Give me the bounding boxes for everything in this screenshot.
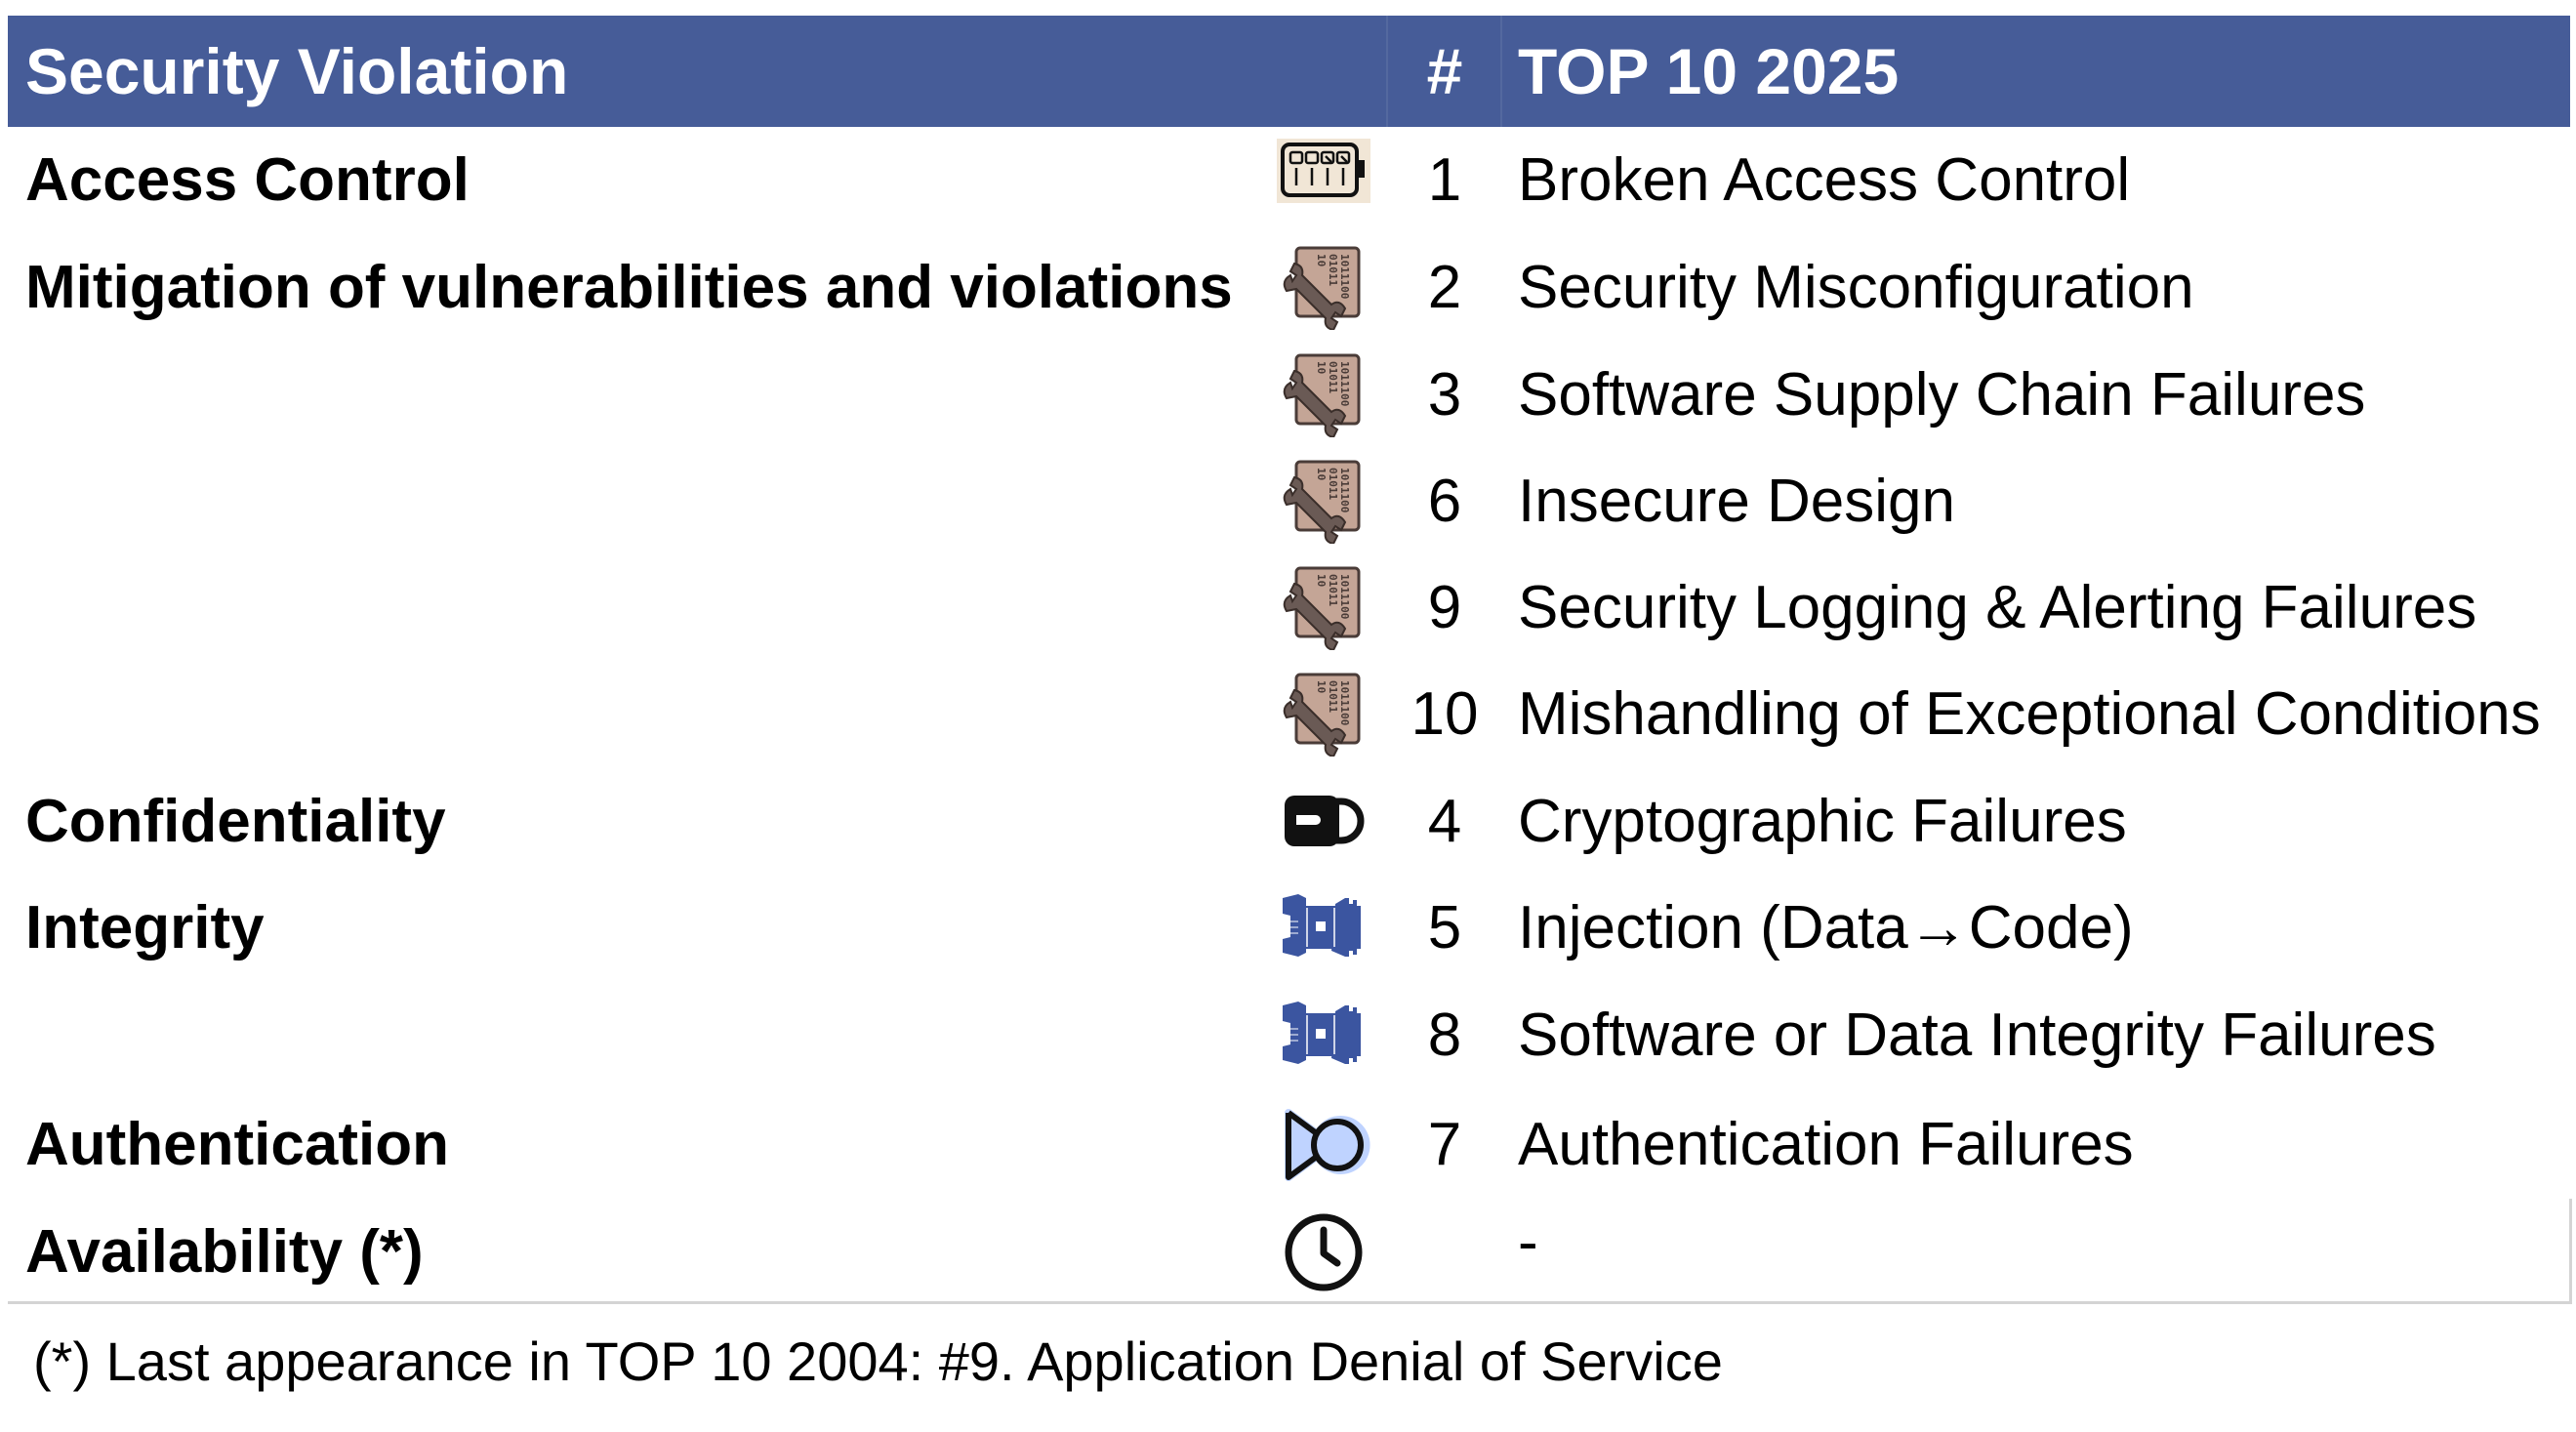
risk-title: Injection (Data→Code) bbox=[1518, 894, 2134, 961]
table-row: 6 Insecure Design bbox=[0, 448, 2576, 555]
clock-icon bbox=[1277, 1210, 1370, 1294]
risk-title: Insecure Design bbox=[1518, 468, 1956, 535]
table-row: 9 Security Logging & Alerting Failures bbox=[0, 554, 2576, 662]
binary-wrench-config-icon bbox=[1277, 246, 1370, 330]
category-label: Access Control bbox=[25, 146, 470, 214]
rank-number: 10 bbox=[1411, 680, 1479, 748]
table-row: Mitigation of vulnerabilities and violat… bbox=[0, 234, 2576, 342]
binary-wrench-config-icon bbox=[1277, 460, 1370, 544]
rank-number: 6 bbox=[1427, 468, 1462, 535]
header-number: # bbox=[1426, 35, 1463, 107]
rank-number: 8 bbox=[1427, 1002, 1462, 1069]
table-row: 8 Software or Data Integrity Failures bbox=[0, 982, 2576, 1089]
binary-wrench-config-icon bbox=[1277, 353, 1370, 437]
header-security-violation: Security Violation bbox=[25, 35, 569, 107]
table-row: Integrity 5 Injection (Data→Code) bbox=[0, 875, 2576, 982]
table-row: Access Control 1 Broken Access Control bbox=[0, 127, 2576, 234]
category-label: Confidentiality bbox=[25, 788, 446, 855]
rank-number: 9 bbox=[1427, 574, 1462, 641]
category-label: Mitigation of vulnerabilities and violat… bbox=[25, 254, 1233, 321]
category-label: Integrity bbox=[25, 894, 265, 961]
risk-title: Software or Data Integrity Failures bbox=[1518, 1002, 2436, 1069]
header-divider bbox=[1500, 16, 1502, 127]
risk-title: - bbox=[1518, 1208, 1538, 1276]
identity-badge-icon bbox=[1277, 1103, 1370, 1187]
padlock-icon bbox=[1277, 780, 1370, 864]
rank-number bbox=[1396, 1199, 1493, 1306]
category-label: Availability (*) bbox=[25, 1218, 424, 1286]
table-border-right bbox=[2569, 1199, 2572, 1304]
risk-title: Security Logging & Alerting Failures bbox=[1518, 574, 2477, 641]
risk-title: Security Misconfiguration bbox=[1518, 254, 2194, 321]
rank-number: 1 bbox=[1427, 146, 1462, 214]
risk-title: Authentication Failures bbox=[1518, 1111, 2134, 1178]
rank-number: 2 bbox=[1427, 254, 1462, 321]
category-label: Authentication bbox=[25, 1111, 449, 1178]
footnote: (*) Last appearance in TOP 10 2004: #9. … bbox=[33, 1330, 1723, 1392]
access-control-panel-icon bbox=[1277, 139, 1370, 223]
table-row: 3 Software Supply Chain Failures bbox=[0, 342, 2576, 449]
table-row: Confidentiality 4 Cryptographic Failures bbox=[0, 768, 2576, 876]
rank-number: 5 bbox=[1427, 894, 1462, 961]
header-top10-2025: TOP 10 2025 bbox=[1518, 35, 1900, 107]
table-row: 10 Mishandling of Exceptional Conditions bbox=[0, 661, 2576, 768]
risk-title: Broken Access Control bbox=[1518, 146, 2131, 214]
castle-tower-icon bbox=[1277, 886, 1370, 970]
rank-number: 4 bbox=[1427, 788, 1462, 855]
header-divider bbox=[1386, 16, 1388, 127]
binary-wrench-config-icon bbox=[1277, 673, 1370, 757]
castle-tower-icon bbox=[1277, 994, 1370, 1078]
risk-title: Software Supply Chain Failures bbox=[1518, 361, 2366, 429]
table-row: Authentication 7 Authentication Failures bbox=[0, 1091, 2576, 1199]
rank-number: 3 bbox=[1427, 361, 1462, 429]
table-header bbox=[8, 16, 2570, 127]
risk-title: Mishandling of Exceptional Conditions bbox=[1518, 680, 2541, 748]
binary-wrench-config-icon bbox=[1277, 566, 1370, 650]
table-border-bottom bbox=[8, 1301, 2572, 1304]
risk-title: Cryptographic Failures bbox=[1518, 788, 2127, 855]
table-row: Availability (*) - bbox=[0, 1199, 2576, 1306]
rank-number: 7 bbox=[1427, 1111, 1462, 1178]
